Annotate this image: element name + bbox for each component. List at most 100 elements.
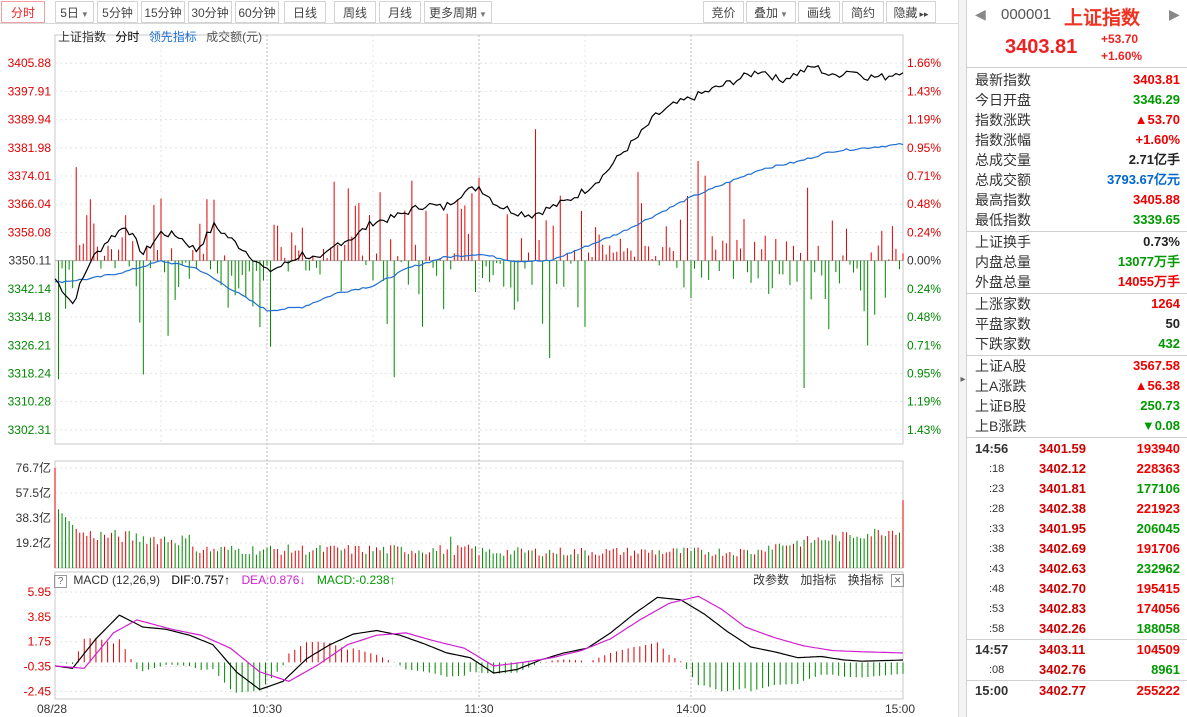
pct-tick-label: 0.24% [907, 282, 941, 296]
tool-button-2[interactable]: 画线 [798, 1, 840, 23]
next-stock-icon[interactable]: ▶ [1169, 6, 1180, 22]
tick-volume: 206045 [1136, 521, 1180, 536]
stat-row: 上证换手 0.73% [967, 232, 1187, 252]
edit-params-button[interactable]: 改参数 [753, 573, 790, 587]
period-tab-label: 5日 [60, 6, 79, 20]
period-toolbar: 分时 5日 ▼ 5分钟 15分钟 30分钟 60分钟 日线 周线 月线 更多周期 ▼ 竞价 叠加 ▼ 画线 简约… [0, 0, 958, 24]
stat-value: 14055万手 [1117, 274, 1180, 289]
macd-arrow-icon: ↑ [389, 573, 396, 587]
stat-value: ▼0.08 [1141, 418, 1180, 433]
macd-dea-label: DEA:0.876 [241, 573, 300, 587]
stat-label: 指数涨幅 [975, 132, 1031, 148]
quote-panel: ◀ 000001 上证指数 ▶ 3403.81 +53.70 +1.60% 最新… [966, 0, 1187, 717]
stat-label: 上证B股 [975, 398, 1027, 414]
stat-row: 上证A股 3567.58 [967, 356, 1187, 376]
volume-tick-label: 76.7亿 [16, 460, 51, 475]
pct-tick-label: 1.43% [907, 84, 941, 98]
period-tab-label: 日线 [292, 6, 317, 20]
stat-label: 最低指数 [975, 212, 1031, 228]
tick-volume: 232962 [1136, 561, 1180, 576]
time-tick-label: 11:30 [464, 702, 493, 716]
stat-label: 总成交额 [975, 172, 1031, 188]
legend-mode[interactable]: 分时 [115, 30, 140, 44]
legend-leading-indicator[interactable]: 领先指标 [148, 30, 197, 44]
price-tick-label: 3310.28 [8, 395, 52, 409]
stat-value: 3339.65 [1133, 212, 1180, 227]
period-tab-2[interactable]: 5分钟 [97, 1, 138, 23]
stat-value: 432 [1158, 336, 1180, 351]
divider [967, 437, 1187, 438]
stat-row: 上证B股 250.73 [967, 396, 1187, 416]
pct-tick-label: 1.43% [907, 423, 941, 437]
dif-line [54, 596, 904, 691]
legend-index-name: 上证指数 [58, 30, 107, 44]
stat-row: 下跌家数 432 [967, 334, 1187, 354]
pct-tick-label: 0.48% [907, 310, 941, 324]
tick-row: :18 3402.12 228363 [967, 459, 1187, 479]
tick-row: :28 3402.38 221923 [967, 499, 1187, 519]
tool-button-label: 简约 [850, 6, 875, 20]
period-tab-8[interactable]: 月线 [379, 1, 421, 23]
stat-value: 250.73 [1140, 398, 1180, 413]
close-icon[interactable]: × [891, 574, 905, 587]
pct-tick-label: 1.66% [907, 56, 941, 70]
stat-label: 今日开盘 [975, 92, 1031, 108]
macd-tick-label: 3.85 [28, 610, 52, 624]
intraday-chart[interactable]: 3405.88 1.66% 3397.91 1.43% 3389.94 1.19% 3381… [0, 24, 958, 717]
tool-button-0[interactable]: 竞价 [703, 1, 744, 23]
stat-row: 内盘总量 13077万手 [967, 252, 1187, 272]
period-tab-1[interactable]: 5日 ▼ [55, 1, 94, 23]
stat-row: 最高指数 3405.88 [967, 190, 1187, 210]
tick-time: :33 [989, 523, 1005, 535]
stat-row: 上B涨跌 ▼0.08 [967, 416, 1187, 436]
legend-turnover: 成交额(元) [206, 30, 263, 44]
period-tab-label: 月线 [387, 6, 412, 20]
tick-row: 14:56 3401.59 193940 [967, 439, 1187, 459]
stat-value: 3403.81 [1133, 72, 1180, 87]
tick-time: :58 [989, 623, 1005, 635]
tick-time: :53 [989, 603, 1005, 615]
stat-label: 最高指数 [975, 192, 1031, 208]
period-tab-9[interactable]: 更多周期 ▼ [424, 1, 492, 23]
panel-collapse-strip[interactable]: ▸ [958, 0, 966, 717]
tick-volume: 195415 [1136, 581, 1180, 596]
add-indicator-button[interactable]: 加指标 [800, 573, 837, 587]
tick-volume: 8961 [1151, 662, 1180, 677]
tick-row: 15:00 3402.77 255222 [967, 681, 1187, 701]
tick-price: 3402.69 [1039, 541, 1086, 556]
macd-value-label: MACD:-0.238 [316, 573, 390, 587]
tool-button-4[interactable]: 隐藏 ▸▸ [886, 1, 936, 23]
stat-value: ▲56.38 [1134, 378, 1180, 393]
volume-tick-label: 57.5亿 [16, 485, 51, 500]
collapse-arrow-icon[interactable]: ▸ [960, 374, 966, 385]
period-tab-0[interactable]: 分时 [1, 1, 45, 23]
price-tick-label: 3389.94 [8, 113, 52, 127]
period-tab-label: 分时 [10, 6, 35, 20]
stat-label: 指数涨跌 [975, 112, 1031, 128]
tick-volume: 104509 [1136, 642, 1180, 657]
tool-button-3[interactable]: 简约 [842, 1, 884, 23]
pct-tick-label: 0.95% [907, 141, 941, 155]
time-tick-label: 15:00 [885, 702, 915, 716]
period-tab-4[interactable]: 30分钟 [188, 1, 232, 23]
prev-stock-icon[interactable]: ◀ [975, 6, 986, 22]
chart-area[interactable]: 3405.88 1.66% 3397.91 1.43% 3389.94 1.19% 3381… [0, 24, 958, 717]
time-tick-label: 10:30 [252, 702, 282, 716]
period-tab-5[interactable]: 60分钟 [235, 1, 279, 23]
tick-price: 3402.77 [1039, 683, 1086, 698]
divider [967, 231, 1187, 232]
switch-indicator-button[interactable]: 换指标 [847, 573, 884, 587]
period-tab-3[interactable]: 15分钟 [141, 1, 185, 23]
tick-row: :08 3402.76 8961 [967, 660, 1187, 680]
average-price-line [54, 142, 904, 312]
stat-label: 上A涨跌 [975, 378, 1027, 394]
macd-tick-label: -0.35 [24, 660, 52, 674]
period-tab-label: 60分钟 [238, 6, 276, 20]
period-tab-6[interactable]: 日线 [284, 1, 326, 23]
stat-row: 上涨家数 1264 [967, 294, 1187, 314]
stat-label: 上证A股 [975, 358, 1027, 374]
tool-button-1[interactable]: 叠加 ▼ [746, 1, 796, 23]
tick-price: 3402.76 [1039, 662, 1086, 677]
period-tab-7[interactable]: 周线 [334, 1, 376, 23]
help-icon[interactable]: ? [54, 575, 67, 588]
